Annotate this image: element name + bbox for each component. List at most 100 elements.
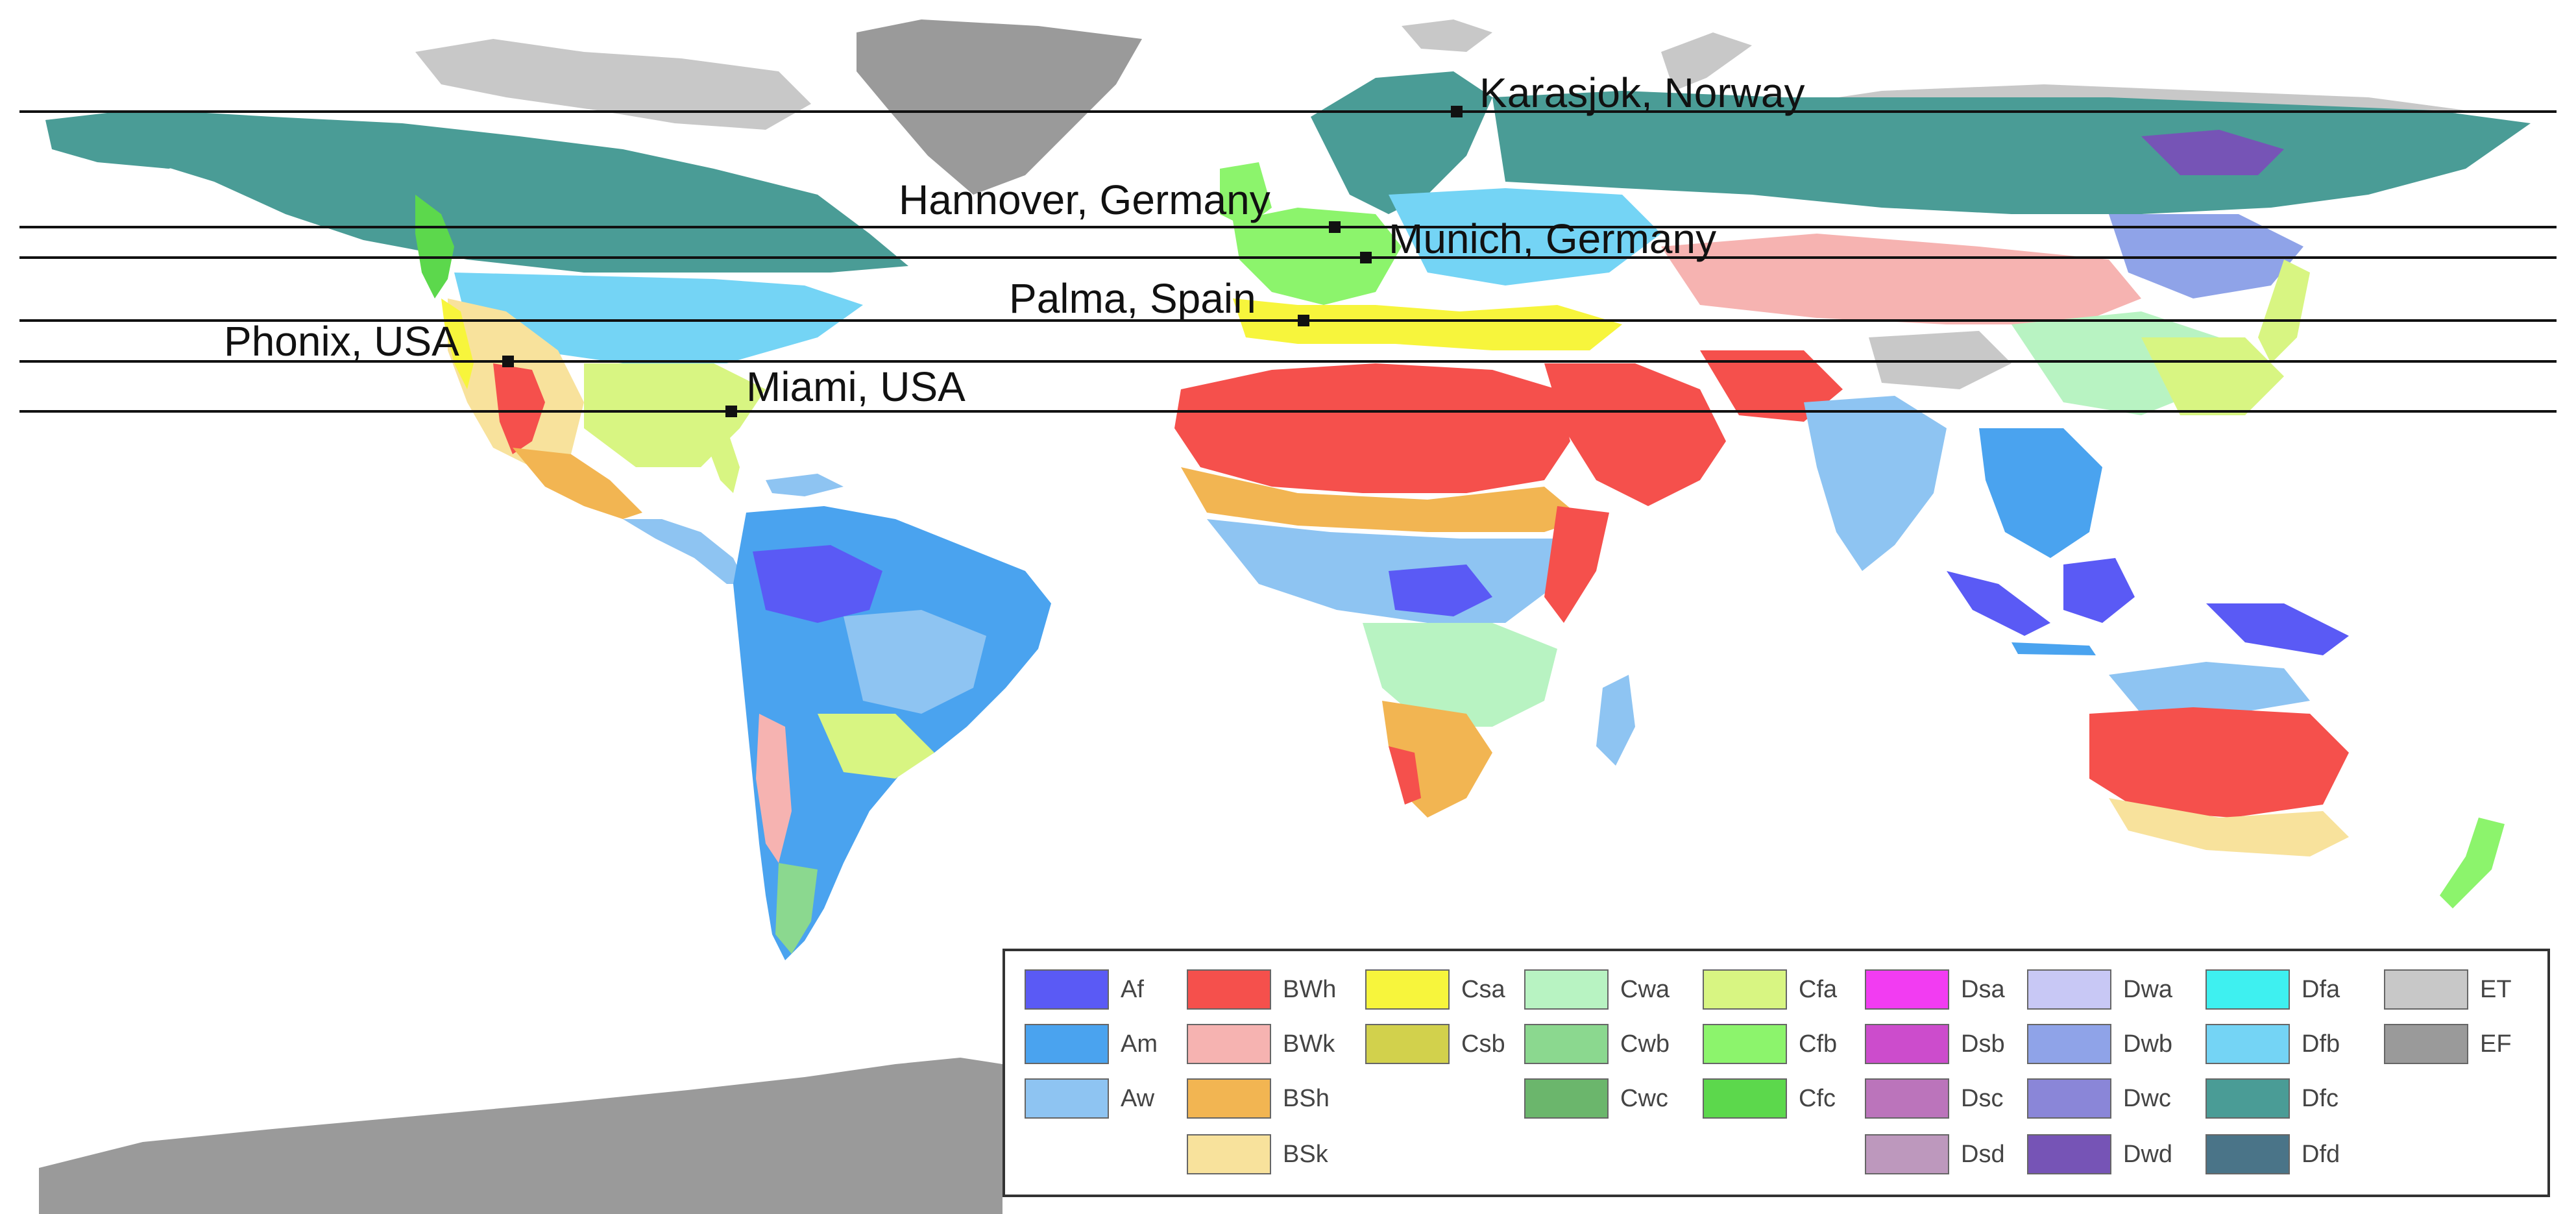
marker-munich	[1360, 252, 1372, 263]
legend-label: Cfb	[1799, 1030, 1838, 1058]
legend-swatch-dfb	[2205, 1024, 2290, 1064]
legend-item-cwc: Cwc	[1524, 1078, 1668, 1119]
marker-miami	[725, 406, 737, 417]
sahara	[1174, 363, 1570, 493]
legend-label: BSh	[1283, 1084, 1330, 1112]
sa-aw	[844, 610, 986, 714]
legend-swatch-dsd	[1865, 1134, 1949, 1174]
legend-label: Csb	[1461, 1030, 1505, 1058]
legend-item-dsd: Dsd	[1865, 1134, 2005, 1174]
legend-label: ET	[2480, 975, 2512, 1003]
sa-bwk	[756, 714, 792, 863]
canadian-arctic-islands	[415, 39, 811, 130]
legend-label: Csa	[1461, 975, 1505, 1003]
legend-swatch-cfa	[1703, 969, 1787, 1010]
marker-hannover	[1329, 221, 1341, 233]
legend-swatch-csb	[1365, 1024, 1450, 1064]
label-miami: Miami, USA	[746, 363, 966, 410]
legend-swatch-dfa	[2205, 969, 2290, 1010]
marker-phoenix	[502, 356, 514, 367]
borneo	[2063, 558, 2135, 623]
legend-swatch-cwc	[1524, 1078, 1609, 1119]
africa	[1174, 363, 1635, 818]
legend-swatch-dsa	[1865, 969, 1949, 1010]
mexico	[513, 448, 642, 519]
legend-item-dwd: Dwd	[2027, 1134, 2172, 1174]
legend-label: Dfd	[2302, 1140, 2340, 1168]
legend-label: Dwb	[2123, 1030, 2173, 1058]
sahel	[1181, 467, 1583, 532]
southern-africa-cwa	[1363, 623, 1557, 727]
legend-item-bwk: BWk	[1187, 1024, 1335, 1064]
arabia	[1544, 363, 1726, 506]
amazon-af	[753, 545, 882, 623]
horn-of-africa	[1544, 506, 1609, 623]
british-isles	[1220, 162, 1272, 227]
australia-south	[2109, 798, 2349, 856]
legend-label: Dsd	[1961, 1140, 2005, 1168]
legend-item-bsh: BSh	[1187, 1078, 1330, 1119]
africa-aw	[1207, 519, 1557, 623]
legend-swatch-dwa	[2027, 969, 2111, 1010]
legend-swatch-am	[1025, 1024, 1109, 1064]
na-dfb	[454, 273, 863, 363]
label-phoenix: Phonix, USA	[224, 318, 459, 365]
legend-swatch-dwd	[2027, 1134, 2111, 1174]
legend-item-cwa: Cwa	[1524, 969, 1670, 1010]
label-palma: Palma, Spain	[1009, 275, 1256, 322]
legend-label: Dsa	[1961, 975, 2005, 1003]
latitude-lines	[19, 110, 2557, 413]
legend-label: Dfc	[2302, 1084, 2339, 1112]
marker-palma	[1298, 315, 1309, 326]
legend-swatch-csa	[1365, 969, 1450, 1010]
legend-label: Cwc	[1620, 1084, 1668, 1112]
label-munich: Munich, Germany	[1389, 215, 1716, 262]
asia	[1492, 91, 2531, 571]
legend-item-cfb: Cfb	[1703, 1024, 1837, 1064]
legend-item-dfa: Dfa	[2205, 969, 2340, 1010]
legend-label: Aw	[1121, 1084, 1155, 1112]
legend-label: Cwb	[1620, 1030, 1670, 1058]
label-karasjok: Karasjok, Norway	[1479, 69, 1805, 116]
madagascar	[1596, 675, 1635, 766]
mediterranean	[1233, 298, 1622, 350]
legend-label: Dsb	[1961, 1030, 2005, 1058]
legend-label: BWk	[1283, 1030, 1335, 1058]
legend-item-bwh: BWh	[1187, 969, 1336, 1010]
legend-label: Dwd	[2123, 1140, 2173, 1168]
legend-label: Dwc	[2123, 1084, 2171, 1112]
legend-label: Cfc	[1799, 1084, 1836, 1112]
greenland	[857, 19, 1142, 195]
legend-item-dsc: Dsc	[1865, 1078, 2003, 1119]
australia-interior	[2089, 707, 2349, 818]
legend-item-dwb: Dwb	[2027, 1024, 2172, 1064]
south-america	[733, 506, 1051, 960]
southeast-asia	[1979, 428, 2102, 558]
legend-item-bsk: BSk	[1187, 1134, 1328, 1174]
svalbard	[1402, 19, 1492, 52]
central-america	[623, 519, 746, 584]
alaska	[45, 110, 221, 169]
scandinavia	[1311, 71, 1492, 214]
na-cfa	[584, 363, 766, 467]
city-markers	[502, 106, 1463, 417]
legend-label: Dsc	[1961, 1084, 2004, 1112]
legend-item-csa: Csa	[1365, 969, 1505, 1010]
legend-item-dwc: Dwc	[2027, 1078, 2171, 1119]
na-west-coast	[415, 195, 454, 298]
legend-label: Af	[1121, 975, 1144, 1003]
legend-label: Dfa	[2302, 975, 2340, 1003]
legend-item-dfc: Dfc	[2205, 1078, 2339, 1119]
new-zealand	[2440, 818, 2505, 908]
legend-swatch-cfb	[1703, 1024, 1787, 1064]
legend-item-dsb: Dsb	[1865, 1024, 2005, 1064]
legend-label: BWh	[1283, 975, 1337, 1003]
north-america	[45, 110, 908, 584]
oceania	[1947, 558, 2505, 908]
java	[2011, 642, 2096, 655]
legend-label: BSk	[1283, 1140, 1328, 1168]
europe-dfb	[1389, 188, 1661, 285]
legend-label: EF	[2480, 1030, 2512, 1058]
